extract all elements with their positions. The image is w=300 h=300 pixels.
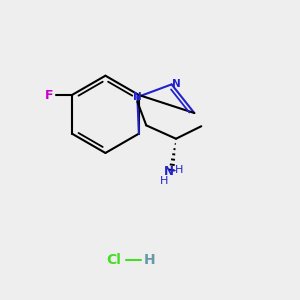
Text: Cl: Cl <box>106 253 121 267</box>
Text: N: N <box>133 92 142 102</box>
Text: H: H <box>144 253 156 267</box>
Text: H: H <box>160 176 168 186</box>
Text: F: F <box>45 88 53 101</box>
Text: H: H <box>175 165 183 175</box>
Text: N: N <box>172 80 180 89</box>
Text: N: N <box>164 165 174 178</box>
